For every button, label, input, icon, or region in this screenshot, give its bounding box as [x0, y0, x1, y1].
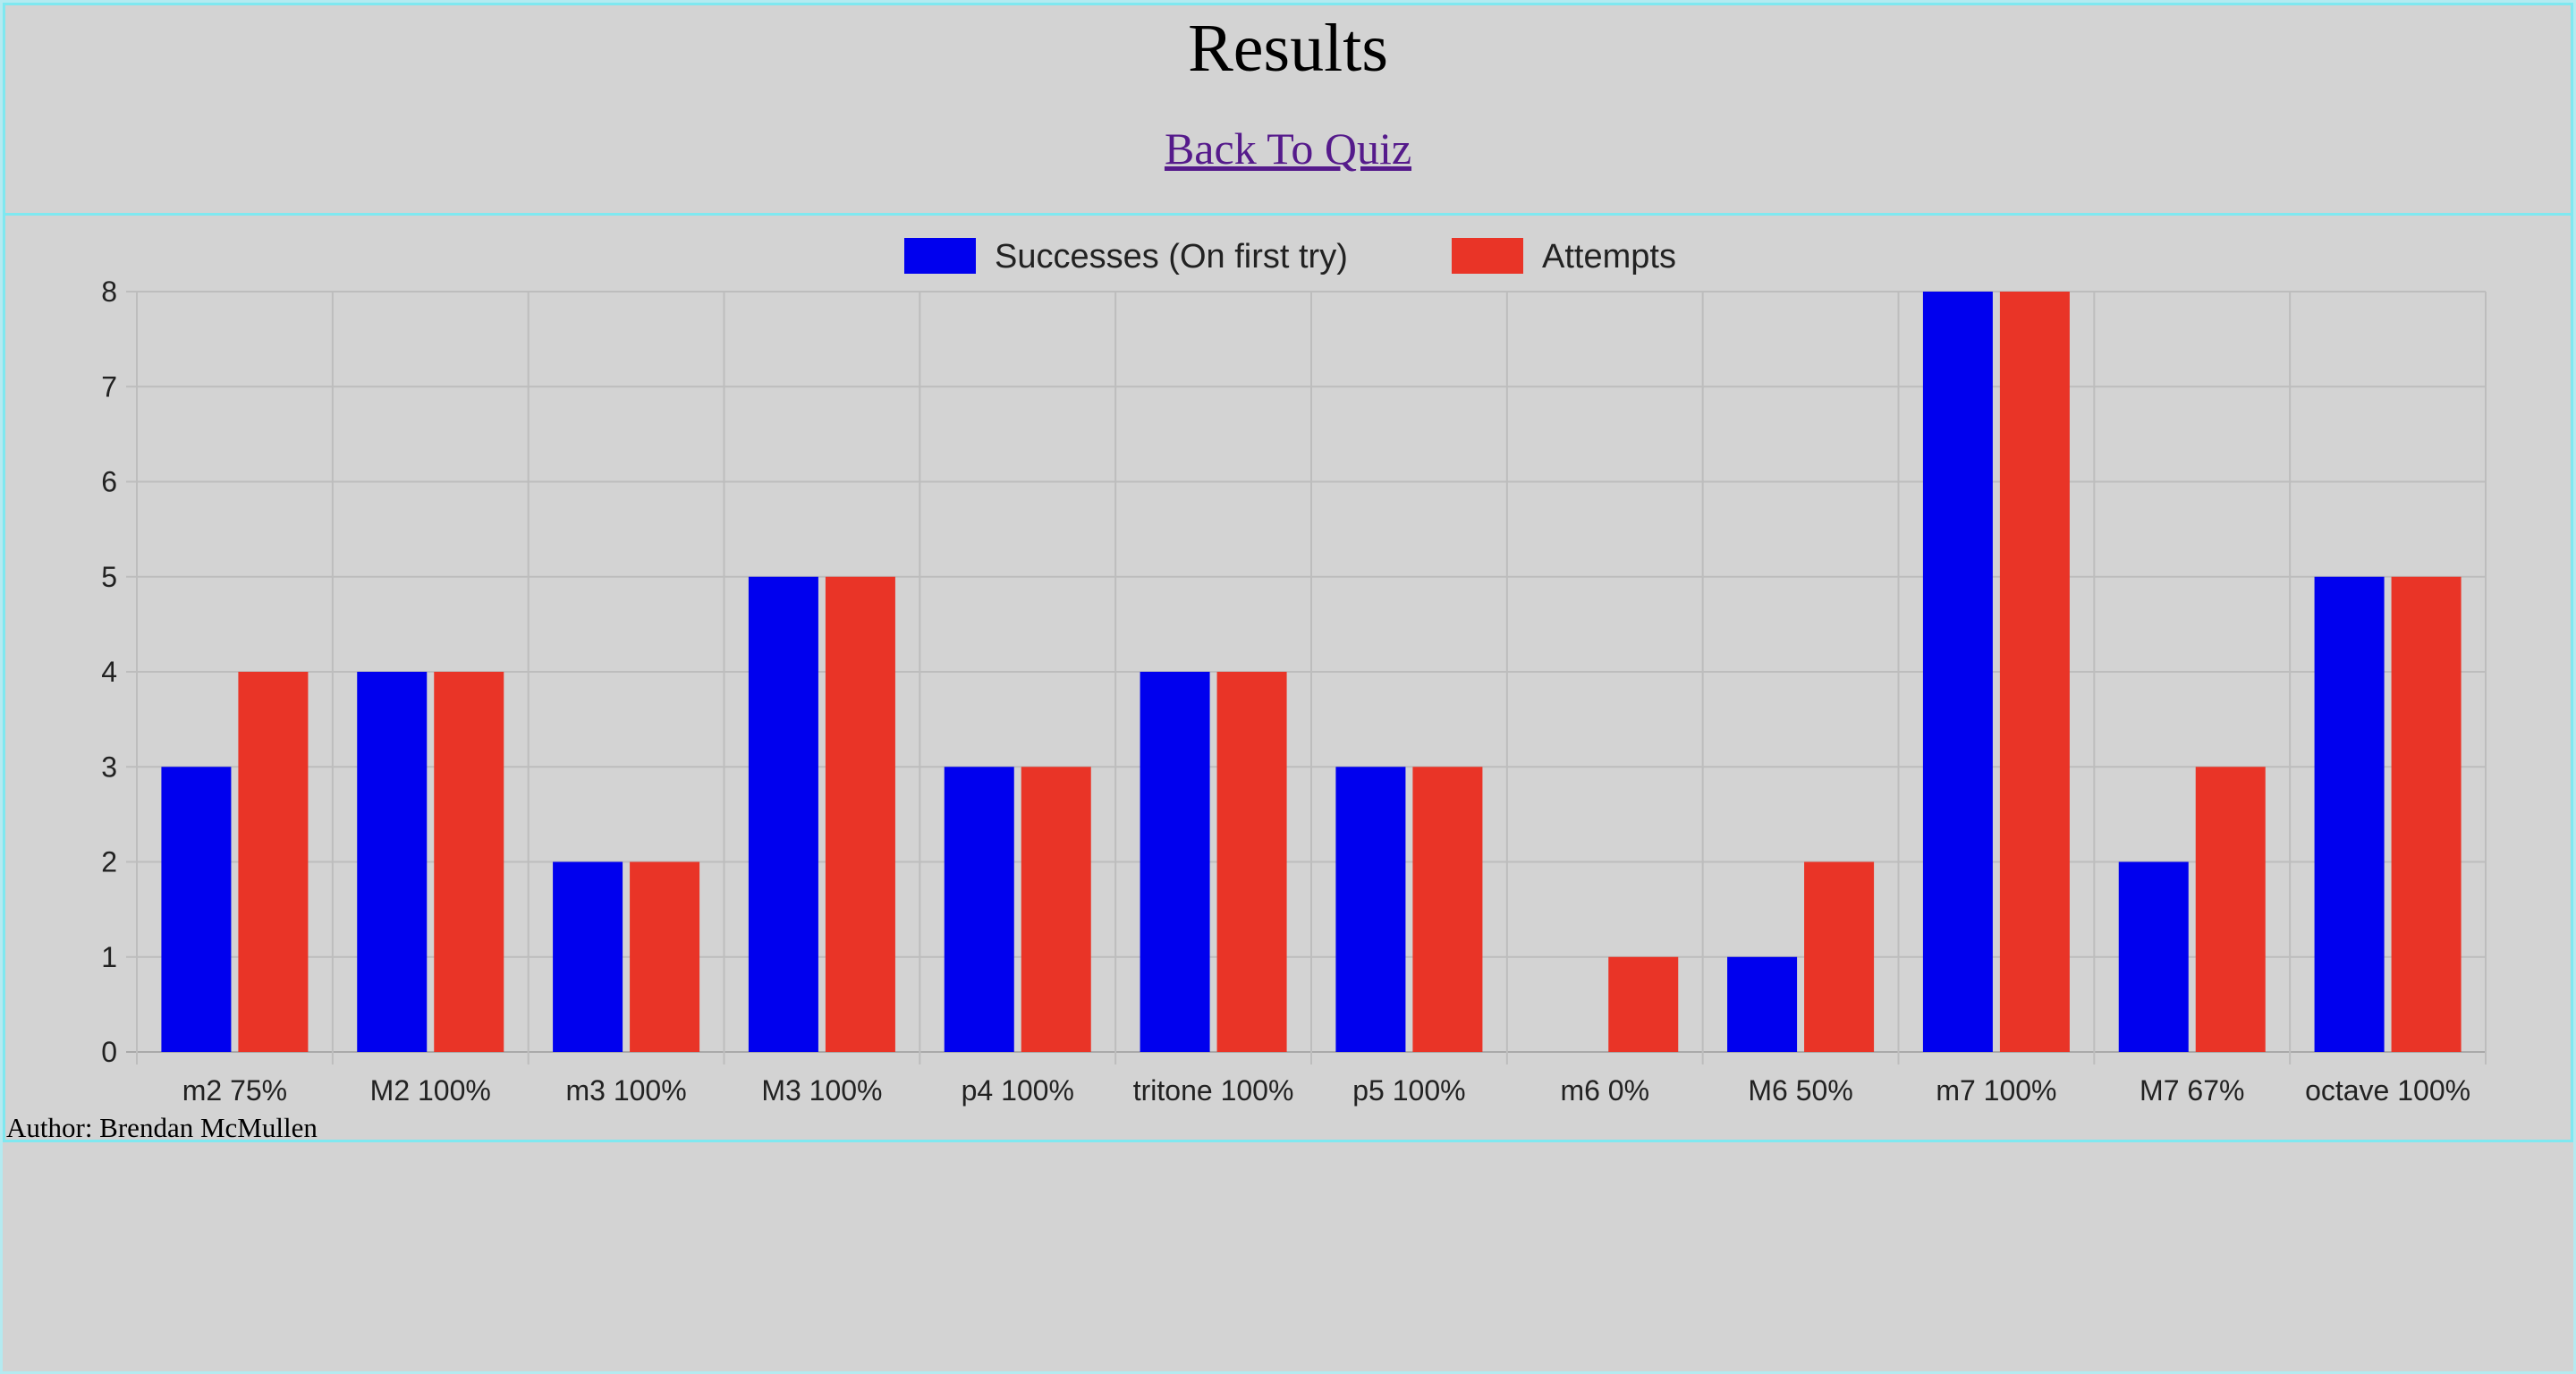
success-bar [357, 672, 428, 1052]
x-category-label: m6 0% [1560, 1074, 1649, 1107]
attempt-bar [630, 861, 700, 1052]
success-bar [1335, 767, 1406, 1052]
attempt-bar [2391, 576, 2462, 1052]
y-tick-label: 2 [101, 846, 117, 878]
attempt-bar [1999, 292, 2070, 1052]
y-tick-label: 7 [101, 370, 117, 403]
attempt-bar [1216, 672, 1287, 1052]
x-category-label: M2 100% [370, 1074, 491, 1107]
y-tick-label: 6 [101, 466, 117, 498]
attempt-bar [2195, 767, 2266, 1052]
chart-section [3, 216, 2573, 1142]
attempt-bar [1412, 767, 1483, 1052]
attempt-bar [1608, 956, 1679, 1052]
success-bar [2118, 861, 2189, 1052]
attempt-bar [825, 576, 895, 1052]
header: Results Back To Quiz [3, 3, 2573, 216]
author-credit: Author: Brendan McMullen [6, 1112, 318, 1143]
x-category-label: M3 100% [761, 1074, 882, 1107]
back-link-container: Back To Quiz [5, 122, 2571, 175]
success-bar [1922, 292, 1993, 1052]
x-category-label: p5 100% [1352, 1074, 1465, 1107]
success-bar [2314, 576, 2385, 1052]
page-title: Results [1188, 11, 1388, 86]
legend-swatch-attempts [1452, 238, 1523, 274]
success-bar [553, 861, 623, 1052]
x-category-label: M6 50% [1748, 1074, 1852, 1107]
legend-swatch-successes [904, 238, 976, 274]
y-tick-label: 1 [101, 941, 117, 973]
success-bar [944, 767, 1014, 1052]
success-bar [1727, 956, 1798, 1052]
success-bar [748, 576, 818, 1052]
attempt-bar [1021, 767, 1091, 1052]
success-bar [1140, 672, 1210, 1052]
y-tick-label: 3 [101, 751, 117, 783]
x-category-label: tritone 100% [1133, 1074, 1294, 1107]
legend-label: Successes (On first try) [995, 238, 1348, 276]
x-category-label: m7 100% [1936, 1074, 2056, 1107]
x-category-label: M7 67% [2140, 1074, 2244, 1107]
y-tick-label: 8 [101, 276, 117, 308]
y-tick-label: 5 [101, 561, 117, 593]
back-to-quiz-link[interactable]: Back To Quiz [1164, 123, 1412, 174]
x-category-label: m2 75% [182, 1074, 287, 1107]
x-category-label: m3 100% [565, 1074, 686, 1107]
success-bar [161, 767, 232, 1052]
y-tick-label: 4 [101, 656, 117, 688]
legend-label: Attempts [1542, 238, 1676, 276]
y-tick-label: 0 [101, 1036, 117, 1068]
attempt-bar [1804, 861, 1875, 1052]
attempt-bar [238, 672, 309, 1052]
attempt-bar [434, 672, 504, 1052]
x-category-label: p4 100% [962, 1074, 1074, 1107]
x-category-label: octave 100% [2305, 1074, 2470, 1107]
results-bar-chart: 0 1 2 3 4 5 6 7 8 m2 75% M2 100% m3 100% M3 100% p4 1… [101, 238, 2487, 1107]
